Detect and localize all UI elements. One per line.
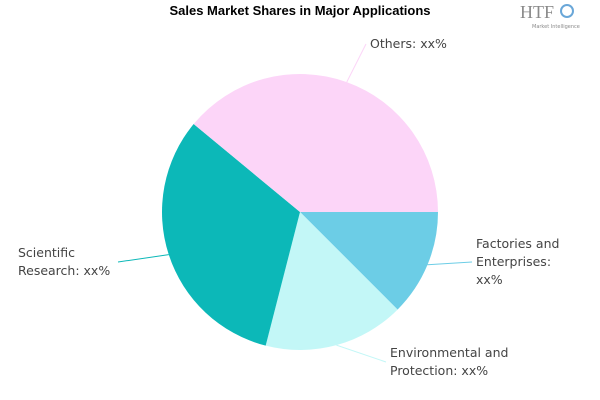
logo-subtitle: Market Intelligence bbox=[532, 24, 580, 30]
pie-slice bbox=[300, 212, 438, 310]
leader-line bbox=[427, 261, 473, 266]
data-label: Others: xx% bbox=[370, 36, 447, 51]
pie-slice bbox=[161, 124, 300, 346]
chart-title: Sales Market Shares in Major Application… bbox=[169, 3, 430, 18]
pie-slice bbox=[265, 212, 398, 350]
pie-slice bbox=[193, 74, 438, 212]
leader-line bbox=[117, 254, 169, 263]
logo-icon bbox=[560, 4, 574, 18]
leader-line bbox=[336, 344, 387, 363]
leader-line bbox=[346, 43, 367, 83]
data-label: Factories and Enterprises: xx% bbox=[476, 236, 563, 287]
data-label: Environmental and Protection: xx% bbox=[390, 345, 512, 378]
logo-text: HTF bbox=[520, 2, 554, 22]
data-label: Scientific Research: xx% bbox=[18, 245, 110, 278]
